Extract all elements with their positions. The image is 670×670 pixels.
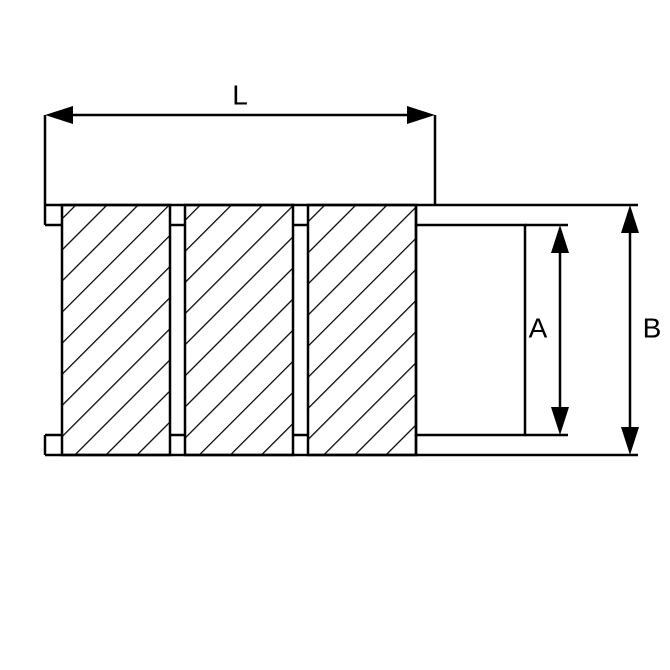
label-B: B	[643, 312, 662, 343]
label-A: A	[529, 312, 548, 343]
hatched-block-2	[308, 205, 416, 455]
hatched-block-0	[62, 205, 170, 455]
label-L: L	[232, 79, 248, 110]
hatched-block-1	[185, 205, 293, 455]
part-body	[45, 205, 638, 455]
dimension-B: B	[621, 205, 661, 455]
dimension-L: L	[45, 79, 435, 205]
dimension-A: A	[529, 225, 569, 435]
technical-drawing: L A B	[0, 0, 670, 670]
